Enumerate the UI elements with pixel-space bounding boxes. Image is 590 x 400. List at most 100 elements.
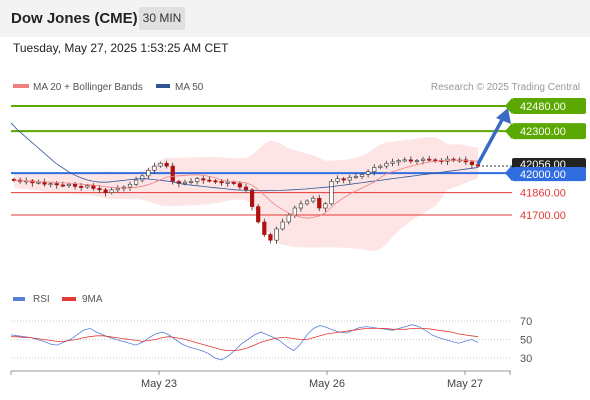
candle-body bbox=[280, 221, 285, 230]
rsi-legend-swatch bbox=[13, 297, 25, 301]
candle-body bbox=[109, 189, 114, 193]
candle-body bbox=[66, 183, 72, 186]
candle-body bbox=[158, 162, 163, 167]
pivot-badge-top bbox=[512, 167, 586, 181]
candle-body bbox=[231, 181, 236, 184]
candle-body bbox=[396, 160, 401, 163]
candle-body bbox=[152, 165, 157, 171]
rsi-line bbox=[10, 324, 479, 361]
candle-body bbox=[91, 185, 96, 189]
candle-body bbox=[85, 185, 90, 188]
rsi-legend-label: RSI bbox=[33, 294, 50, 305]
ma50-line bbox=[10, 122, 479, 192]
x-tick-label: May 27 bbox=[447, 378, 483, 390]
chart-header: Dow Jones (CME) 30 MIN bbox=[0, 0, 590, 37]
bollinger-bands bbox=[14, 137, 478, 251]
chart-timestamp: Tuesday, May 27, 2025 1:53:25 AM CET bbox=[13, 41, 229, 55]
candle-body bbox=[237, 183, 242, 188]
candle-body bbox=[390, 161, 395, 164]
level-label-42480: 42480.00 bbox=[520, 101, 566, 113]
candle-body bbox=[286, 214, 291, 223]
candlesticks bbox=[11, 155, 481, 244]
x-tick-label: May 23 bbox=[141, 378, 177, 390]
rsi-gridlines: 70 50 30 bbox=[11, 316, 532, 365]
timeframe-button[interactable]: 30 MIN bbox=[139, 7, 185, 30]
rsi-tick-30: 30 bbox=[520, 353, 532, 365]
candle-body bbox=[140, 175, 145, 181]
candle-body bbox=[402, 159, 407, 162]
candle-body bbox=[250, 189, 255, 207]
candle-body bbox=[378, 165, 383, 168]
candle-body bbox=[347, 176, 352, 181]
level-badge-42300 bbox=[512, 123, 586, 140]
candle-body bbox=[359, 174, 365, 177]
candle-body bbox=[42, 181, 47, 185]
candle-body bbox=[72, 183, 78, 187]
candle-body bbox=[304, 200, 310, 205]
level-badge-tip-42000 bbox=[505, 165, 512, 182]
candle-body bbox=[79, 186, 84, 188]
candle-body bbox=[329, 181, 334, 205]
candle-body bbox=[127, 183, 133, 188]
candle-body bbox=[195, 178, 200, 182]
target-arrow-head bbox=[496, 108, 511, 124]
bollinger-band-area bbox=[14, 137, 478, 251]
level-label-41860: 41860.00 bbox=[520, 188, 566, 200]
candle-body bbox=[134, 179, 139, 185]
candle-body bbox=[103, 189, 108, 193]
candle-body bbox=[146, 169, 151, 177]
ma50-legend-swatch bbox=[156, 84, 170, 88]
level-label-41700: 41700.00 bbox=[520, 210, 566, 222]
candle-body bbox=[274, 228, 279, 241]
ma9-legend-label: 9MA bbox=[82, 294, 103, 305]
x-axis-ticks: May 23 May 26 May 27 bbox=[10, 371, 511, 390]
pivot-label-top: 42000.00 bbox=[520, 169, 566, 181]
instrument-title: Dow Jones (CME) bbox=[11, 10, 138, 27]
candle-body bbox=[30, 180, 35, 184]
candle-body bbox=[219, 181, 224, 184]
candle-body bbox=[323, 203, 328, 209]
candle-body bbox=[366, 171, 371, 175]
candle-body bbox=[311, 197, 316, 202]
candle-body bbox=[225, 181, 230, 184]
ma9-legend-swatch bbox=[62, 297, 76, 301]
candle-body bbox=[420, 158, 426, 161]
candle-body bbox=[164, 162, 169, 167]
candle-body bbox=[372, 167, 377, 172]
rsi-ma-line bbox=[11, 328, 479, 351]
candle-body bbox=[353, 176, 358, 179]
candle-body bbox=[262, 221, 267, 235]
level-badge-42480 bbox=[512, 98, 586, 114]
research-credit: Research © 2025 Trading Central bbox=[431, 82, 580, 93]
candle-body bbox=[341, 178, 346, 181]
level-label-42300: 42300.00 bbox=[520, 126, 566, 138]
candle-body bbox=[256, 206, 261, 223]
level-labels: 42480.00 42300.00 42000.00 41860.00 41700.00… bbox=[505, 98, 586, 222]
rsi-tick-70: 70 bbox=[520, 316, 532, 328]
candle-body bbox=[268, 234, 273, 241]
candle-body bbox=[170, 165, 175, 182]
candle-body bbox=[384, 162, 389, 167]
candle-body bbox=[60, 184, 65, 187]
rsi-tick-50: 50 bbox=[520, 335, 532, 347]
candle-body bbox=[54, 183, 59, 186]
x-tick-label: May 26 bbox=[309, 378, 345, 390]
candle-body bbox=[207, 179, 212, 182]
level-badge-tip-42480 bbox=[505, 98, 512, 114]
candle-body bbox=[243, 186, 249, 191]
candle-body bbox=[408, 159, 413, 162]
candle-body bbox=[475, 164, 481, 167]
target-arrow bbox=[476, 117, 505, 165]
candle-body bbox=[201, 178, 206, 181]
level-badge-tip-42300 bbox=[505, 123, 512, 140]
ma20-line bbox=[13, 159, 479, 219]
candle-body bbox=[36, 181, 41, 184]
candle-body bbox=[182, 181, 188, 184]
candle-body bbox=[188, 181, 194, 183]
candle-body bbox=[427, 158, 432, 161]
candle-body bbox=[48, 183, 53, 186]
candle-body bbox=[317, 197, 322, 209]
candle-body bbox=[335, 178, 340, 182]
candle-body bbox=[292, 207, 297, 216]
candle-body bbox=[414, 160, 420, 163]
